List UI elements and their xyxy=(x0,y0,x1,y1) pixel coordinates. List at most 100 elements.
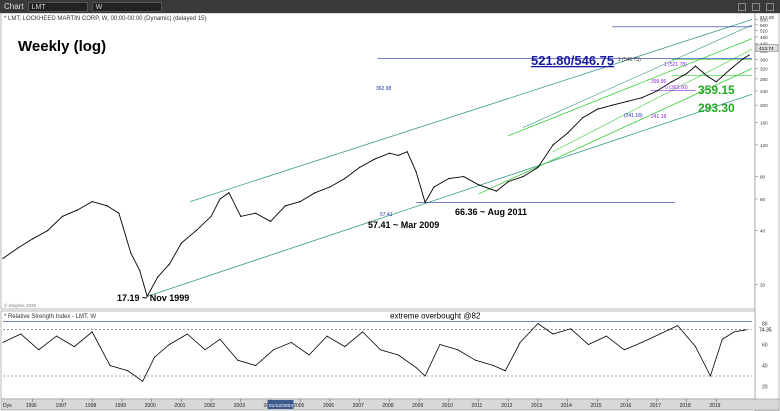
time-axis-label: 2005 xyxy=(293,403,304,409)
rsi-point xyxy=(397,354,399,356)
price-point xyxy=(146,295,148,297)
price-point xyxy=(255,212,257,214)
window-title: Chart xyxy=(4,2,24,11)
level-57-label: 57.41 xyxy=(380,212,393,218)
price-point xyxy=(168,263,171,265)
support-label-2: 293.30 xyxy=(698,101,735,115)
rsi-axis-tick-label: 20 xyxy=(762,385,768,391)
time-axis-label: 2009 xyxy=(412,403,423,409)
rsi-point xyxy=(695,346,697,348)
price-point xyxy=(694,65,697,67)
outer-channel-lower xyxy=(147,93,753,297)
rsi-point xyxy=(326,335,328,337)
chart-canvas[interactable]: * LMT, LOCKHEED MARTIN CORP, W, 00:00-00… xyxy=(0,13,780,411)
window-titlebar: Chart LMT W xyxy=(0,0,780,13)
price-axis-tick-label: 60 xyxy=(760,197,766,202)
price-axis-tick-label: 40 xyxy=(760,229,766,234)
copyright: © eSignal, 2020 xyxy=(4,302,37,308)
time-axis-highlight-label: 01/12/2004 xyxy=(269,403,293,409)
rsi-point xyxy=(168,344,170,345)
rsi-point xyxy=(439,344,441,345)
price-point xyxy=(415,171,417,173)
price-point xyxy=(106,205,108,207)
time-axis-label: 2012 xyxy=(501,403,512,409)
minimize-icon[interactable] xyxy=(738,2,746,11)
price-point xyxy=(156,276,159,278)
price-header: * LMT, LOCKHEED MARTIN CORP, W, 00:00-00… xyxy=(4,16,207,22)
symbol-field[interactable]: LMT xyxy=(27,1,88,12)
rsi-annotation: extreme overbought @82 xyxy=(390,311,481,320)
price-point xyxy=(46,229,49,232)
price-point xyxy=(537,166,539,168)
rsi-point xyxy=(424,375,426,377)
rsi-point xyxy=(255,365,257,366)
price-axis-tick-label: 440 xyxy=(760,42,768,47)
price-point xyxy=(748,54,750,56)
rsi-point xyxy=(709,375,711,377)
rsi-point xyxy=(344,346,346,348)
price-point xyxy=(581,117,584,119)
price-point xyxy=(567,132,569,134)
price-point xyxy=(742,58,744,60)
time-axis-label: 2007 xyxy=(353,403,364,409)
support-label-1: 359.15 xyxy=(698,83,735,97)
level-362-label: 362.98 xyxy=(376,86,392,92)
rsi-point xyxy=(623,349,625,351)
price-axis-tick-label: 200 xyxy=(760,103,768,108)
rsi-point xyxy=(142,380,144,382)
target-label: 521.80/546.75 xyxy=(531,53,614,68)
rsi-point xyxy=(641,341,643,343)
rsi-point xyxy=(677,325,679,327)
rsi-point xyxy=(219,338,221,340)
price-axis-tick-label: 120 xyxy=(760,143,768,148)
maximize-icon[interactable] xyxy=(752,2,760,11)
rsi-point xyxy=(127,370,129,372)
fib-label-1: 1 (546.75) xyxy=(618,57,641,63)
rsi-point xyxy=(492,365,494,366)
price-point xyxy=(552,144,554,146)
grid: 2040608012016020024028032036040044048052… xyxy=(3,15,779,409)
time-axis-label: 2017 xyxy=(650,403,661,409)
time-axis xyxy=(0,398,780,411)
price-axis-tick-label: 600 xyxy=(760,18,768,23)
price-panel xyxy=(0,13,756,310)
interval-field[interactable]: W xyxy=(91,1,162,12)
rsi-point xyxy=(91,331,93,333)
rsi-point xyxy=(552,333,554,335)
time-axis-label: 1996 xyxy=(26,403,37,409)
rsi-point xyxy=(721,338,723,340)
time-axis-label: 2010 xyxy=(442,403,453,409)
price-axis xyxy=(754,13,780,411)
price-point xyxy=(240,215,242,217)
price-point xyxy=(180,242,182,244)
rsi-header: * Relative Strength Index - LMT, W xyxy=(4,314,96,320)
price-point xyxy=(448,177,450,180)
fib-label-6: 241.18 xyxy=(651,114,667,120)
close-icon[interactable] xyxy=(766,2,774,11)
inner-channel-mid xyxy=(552,48,753,153)
rsi-point xyxy=(537,323,539,324)
price-point xyxy=(397,154,399,156)
price-axis-tick-label: 360 xyxy=(760,57,768,62)
price-point xyxy=(522,175,524,178)
time-axis-label: 2014 xyxy=(561,403,572,409)
price-point xyxy=(76,209,78,211)
rsi-point xyxy=(38,349,40,351)
price-point xyxy=(219,198,221,200)
price-point xyxy=(626,100,628,102)
inner-channel-upper xyxy=(508,38,753,137)
time-axis-label: 2000 xyxy=(145,403,156,409)
rsi-panel xyxy=(0,310,756,400)
rsi-point xyxy=(570,328,572,330)
outer-channel-upper xyxy=(190,19,753,202)
rsi-point xyxy=(154,356,156,358)
price-axis-tick-label: 80 xyxy=(760,175,766,180)
time-axis-left-label: Dys xyxy=(3,403,12,409)
rsi-axis-tick-label: 40 xyxy=(762,364,768,370)
time-axis-label: 2006 xyxy=(323,403,334,409)
price-point xyxy=(463,175,465,178)
rsi-point xyxy=(204,349,206,351)
rsi-axis-tick-label: 80 xyxy=(762,322,768,328)
time-axis-label: 2008 xyxy=(382,403,393,409)
price-point xyxy=(61,215,64,217)
